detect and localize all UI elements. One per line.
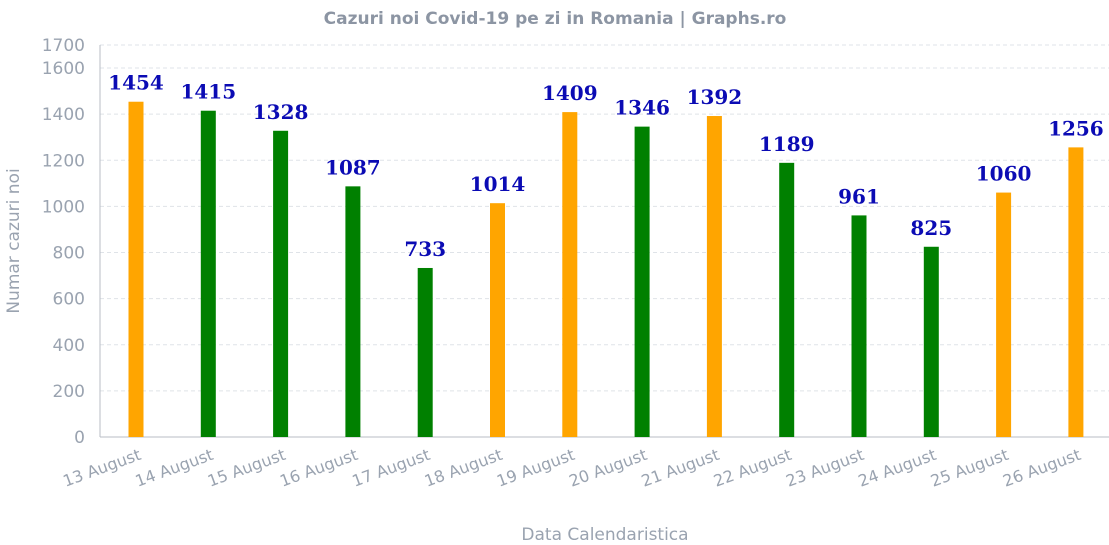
x-tick-label: 14 August — [133, 445, 216, 491]
x-tick-label: 19 August — [494, 445, 577, 491]
bar — [923, 246, 939, 437]
bar — [851, 215, 867, 437]
bars — [128, 101, 1084, 438]
bar — [706, 116, 722, 437]
x-tick-label: 25 August — [928, 445, 1011, 491]
y-tick-label: 600 — [53, 290, 85, 310]
bar — [200, 110, 216, 437]
bar — [273, 130, 289, 438]
y-tick-label: 1600 — [42, 59, 85, 79]
x-tick-label: 22 August — [711, 445, 794, 491]
y-axis-title: Numar cazuri noi — [4, 168, 24, 313]
gridlines — [100, 44, 1109, 392]
data-label: 1392 — [687, 85, 743, 109]
bar — [128, 101, 144, 438]
data-label: 825 — [910, 216, 952, 240]
data-label: 1409 — [542, 81, 598, 105]
y-tick-label: 1700 — [42, 36, 85, 56]
data-label: 733 — [404, 237, 446, 261]
x-tick-label: 16 August — [277, 445, 360, 491]
data-label: 1087 — [325, 155, 381, 179]
x-axis-title: Data Calendaristica — [521, 525, 688, 545]
x-tick-label: 26 August — [1000, 445, 1083, 491]
data-label: 1454 — [108, 71, 164, 95]
y-tick-label: 0 — [74, 428, 85, 448]
bar — [562, 112, 578, 438]
x-tick-label: 13 August — [60, 445, 143, 491]
bar — [1068, 147, 1084, 438]
x-tick-label: 23 August — [783, 445, 866, 491]
data-label: 1328 — [253, 100, 309, 124]
data-label: 961 — [838, 184, 880, 208]
data-label: 1415 — [180, 80, 236, 104]
data-label: 1060 — [976, 162, 1032, 186]
data-label: 1346 — [614, 96, 670, 120]
y-tick-label: 200 — [53, 382, 85, 402]
y-tick-label: 1000 — [42, 197, 85, 217]
x-tick-label: 18 August — [422, 445, 505, 491]
x-tick-label: 15 August — [205, 445, 288, 491]
y-axis-ticks: 0 200 400 600 800 1000 1200 1400 1600 1700 — [42, 36, 85, 448]
bar — [490, 203, 505, 437]
y-tick-label: 800 — [53, 244, 85, 264]
x-tick-label: 24 August — [856, 445, 939, 491]
x-tick-label: 21 August — [639, 445, 722, 491]
x-tick-label: 20 August — [566, 445, 649, 491]
bar — [634, 126, 650, 437]
x-tick-label: 17 August — [350, 445, 433, 491]
y-tick-label: 1200 — [42, 151, 85, 171]
y-tick-label: 400 — [53, 336, 85, 356]
data-label: 1189 — [759, 132, 815, 156]
bar — [345, 186, 361, 437]
data-label: 1256 — [1048, 116, 1104, 140]
y-tick-label: 1400 — [42, 105, 85, 125]
bar — [417, 267, 433, 437]
bar — [996, 192, 1012, 437]
chart-title: Cazuri noi Covid-19 pe zi in Romania | G… — [324, 9, 787, 29]
data-label: 1014 — [470, 172, 526, 196]
bar — [779, 162, 795, 438]
data-labels: 1454 1415 1328 1087 733 1014 1409 1346 1392 1189 9… — [108, 71, 1104, 261]
